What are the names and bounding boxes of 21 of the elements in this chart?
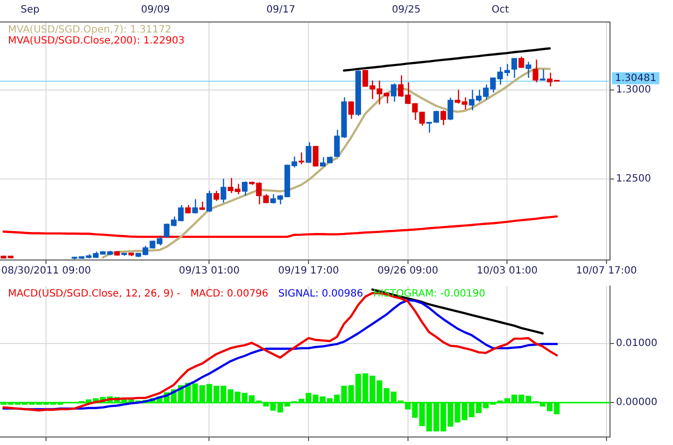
y-tick-label: 0.00000 [616, 397, 658, 408]
text: MACD: 0.00796 [190, 288, 268, 300]
x-tick-label: 09/26 09:00 [377, 266, 438, 277]
x2-tick-label: 09/17 [266, 4, 296, 16]
text: MVA(USD/SGD.Open,7): 1.31172 [8, 24, 172, 36]
x-tick-label: 10/07 17:00 [576, 266, 637, 277]
x-tick-label: 09/19 17:00 [278, 266, 339, 277]
x-tick-label: 08/30/2011 09:00 [1, 266, 91, 277]
chart-title: MACD(USD/SGD.Close, 12, 26, 9) - [8, 288, 181, 300]
x2-tick-label: Sep [20, 4, 40, 16]
text: MVA(USD/SGD.Close,200): 1.22903 [8, 36, 185, 47]
x-tick-label: 09/13 01:00 [178, 266, 240, 277]
y-tick-label: 1.2500 [616, 174, 651, 185]
text: SIGNAL: 0.00986 [278, 288, 364, 300]
y-tick-label: 0.01000 [616, 338, 658, 350]
x2-tick-label: Oct [492, 4, 509, 16]
x-tick-label: 10/03 01:00 [476, 266, 538, 277]
y-tick-label: 1.3000 [616, 84, 651, 96]
x2-tick-label: 09/25 [392, 4, 421, 16]
ref-line-label: 1.30481 [615, 72, 656, 84]
x2-tick-label: 09/09 [141, 4, 170, 16]
